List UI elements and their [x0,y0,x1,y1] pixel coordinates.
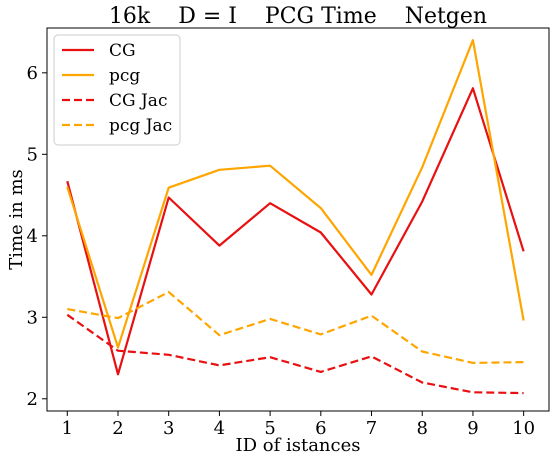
x-tick-label: 6 [315,418,326,439]
legend-entry: CG Jac [109,91,167,111]
y-tick-label: 3 [27,307,38,328]
legend-box [53,34,181,146]
y-tick-label: 2 [27,389,38,410]
series-line-cg-jac [66,313,524,395]
legend-entry: pcg Jac [109,116,172,136]
series-line-pcg-jac [67,290,524,364]
x-tick-label: 3 [163,418,174,439]
x-tick-label: 10 [512,418,535,439]
y-tick-label: 4 [27,226,38,247]
series-line-cg [66,87,525,376]
x-tick-label: 5 [264,418,275,439]
legend-entry: CG [109,41,136,61]
x-tick-label: 1 [62,418,73,439]
y-tick-label: 5 [27,144,38,165]
y-axis-label: Time in ms [6,169,27,270]
chart-title: 16k D = I PCG Time Netgen [109,4,487,29]
legend: CG pcg CG Jac pcg Jac [53,34,181,146]
y-tick-label: 6 [27,63,38,84]
plot-area [66,39,525,395]
x-tick-label: 8 [417,418,428,439]
x-tick-label: 7 [366,418,377,439]
plot-frame [46,27,550,412]
x-axis-label: ID of istances [235,435,360,456]
series-line-pcg [66,39,525,349]
x-tick-label: 9 [467,418,478,439]
legend-entry: pcg [109,66,140,86]
x-tick-label: 4 [214,418,225,439]
x-tick-label: 2 [112,418,123,439]
